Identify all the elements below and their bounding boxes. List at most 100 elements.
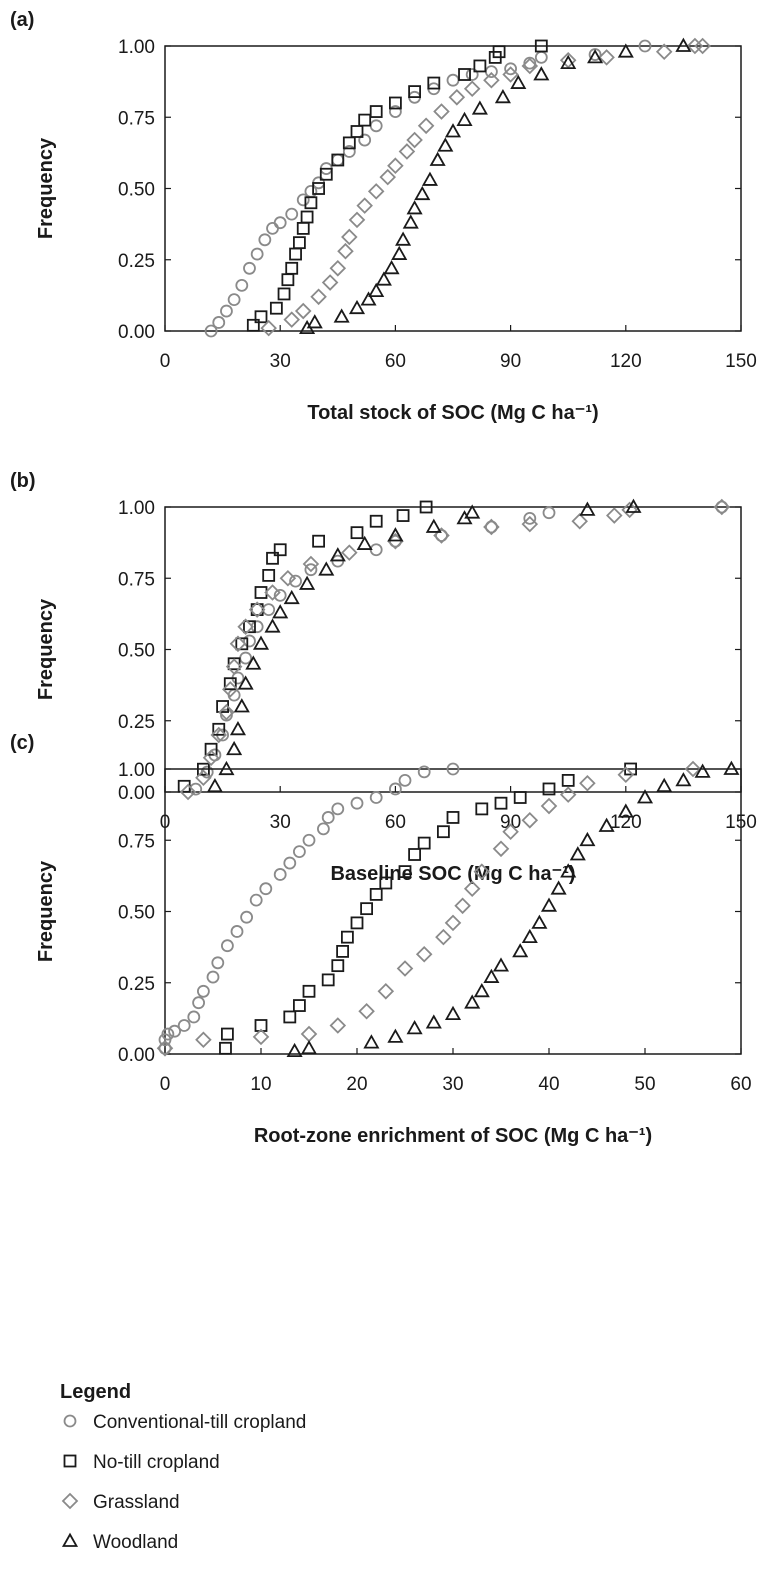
marker xyxy=(369,791,383,804)
marker xyxy=(266,221,279,235)
marker xyxy=(473,863,491,880)
marker xyxy=(625,498,642,513)
marker xyxy=(192,996,206,1010)
marker xyxy=(227,657,241,671)
marker xyxy=(375,271,392,286)
x-axis-title: Baseline SOC (Mg C ha⁻¹) xyxy=(330,863,575,885)
marker xyxy=(542,506,556,520)
marker xyxy=(302,555,320,573)
marker xyxy=(348,299,366,315)
marker xyxy=(319,167,333,181)
marker xyxy=(294,302,312,320)
marker xyxy=(210,726,228,744)
marker xyxy=(433,103,450,120)
legend-marker xyxy=(63,1454,77,1468)
marker xyxy=(571,512,588,530)
x-tick-label: 120 xyxy=(610,351,642,372)
marker xyxy=(333,308,350,323)
marker xyxy=(250,247,264,261)
marker xyxy=(168,1024,182,1038)
marker xyxy=(414,185,431,201)
marker xyxy=(240,910,254,924)
marker xyxy=(227,688,241,702)
marker xyxy=(358,1002,375,1020)
y-tick-label: 0.00 xyxy=(118,322,155,343)
marker xyxy=(723,760,740,775)
x-tick-label: 30 xyxy=(442,1074,463,1095)
marker xyxy=(266,551,279,565)
marker xyxy=(406,1020,423,1035)
marker xyxy=(286,1042,303,1058)
legend-marker xyxy=(61,1532,79,1547)
marker xyxy=(195,769,212,787)
y-tick-label: 1.00 xyxy=(118,498,155,519)
marker xyxy=(446,811,460,824)
marker xyxy=(259,882,273,896)
marker xyxy=(329,260,347,277)
marker xyxy=(302,984,316,998)
legend-marker xyxy=(61,1492,79,1510)
marker xyxy=(471,100,488,115)
x-tick-label: 30 xyxy=(270,351,291,372)
marker xyxy=(523,56,537,70)
marker xyxy=(283,311,300,328)
marker xyxy=(235,278,249,292)
marker xyxy=(350,796,364,810)
marker xyxy=(281,273,295,287)
marker xyxy=(250,603,264,616)
marker xyxy=(406,200,423,215)
marker xyxy=(252,1028,270,1046)
marker xyxy=(220,1027,234,1041)
marker xyxy=(598,49,615,66)
marker xyxy=(212,316,226,329)
marker xyxy=(206,970,220,984)
marker xyxy=(200,765,214,779)
marker xyxy=(513,791,527,804)
marker xyxy=(360,291,377,306)
marker xyxy=(260,319,277,337)
marker xyxy=(408,85,422,98)
marker xyxy=(417,765,431,779)
marker xyxy=(492,840,510,858)
marker xyxy=(367,183,385,200)
marker xyxy=(675,37,692,52)
marker xyxy=(329,1017,347,1034)
marker xyxy=(202,749,220,767)
marker xyxy=(512,943,529,958)
marker xyxy=(279,569,297,587)
y-tick-label: 0.25 xyxy=(118,974,155,995)
marker xyxy=(283,589,300,605)
marker xyxy=(331,959,345,973)
marker xyxy=(340,930,354,944)
marker xyxy=(454,897,471,915)
marker xyxy=(310,288,327,306)
y-tick-label: 0.50 xyxy=(118,641,155,662)
marker xyxy=(264,584,281,601)
marker xyxy=(277,287,291,301)
marker xyxy=(289,247,302,261)
marker xyxy=(177,779,191,793)
y-tick-label: 0.00 xyxy=(118,1045,155,1066)
marker xyxy=(296,221,310,235)
y-tick-label: 0.25 xyxy=(118,251,155,272)
marker xyxy=(369,105,383,118)
marker xyxy=(302,833,316,847)
marker xyxy=(227,293,241,307)
marker xyxy=(187,1010,201,1024)
marker xyxy=(437,137,454,152)
marker xyxy=(283,856,297,870)
marker xyxy=(179,783,197,801)
marker xyxy=(331,153,345,167)
marker xyxy=(463,880,481,897)
x-axis-title: Total stock of SOC (Mg C ha⁻¹) xyxy=(307,402,598,424)
marker xyxy=(559,786,577,803)
marker xyxy=(561,774,575,787)
marker xyxy=(510,74,527,89)
marker xyxy=(196,984,210,998)
marker xyxy=(579,774,596,792)
marker xyxy=(264,618,281,633)
marker xyxy=(550,880,567,895)
marker xyxy=(218,703,235,721)
x-axis-title: Root-zone enrichment of SOC (Mg C ha⁻¹) xyxy=(254,1125,652,1147)
